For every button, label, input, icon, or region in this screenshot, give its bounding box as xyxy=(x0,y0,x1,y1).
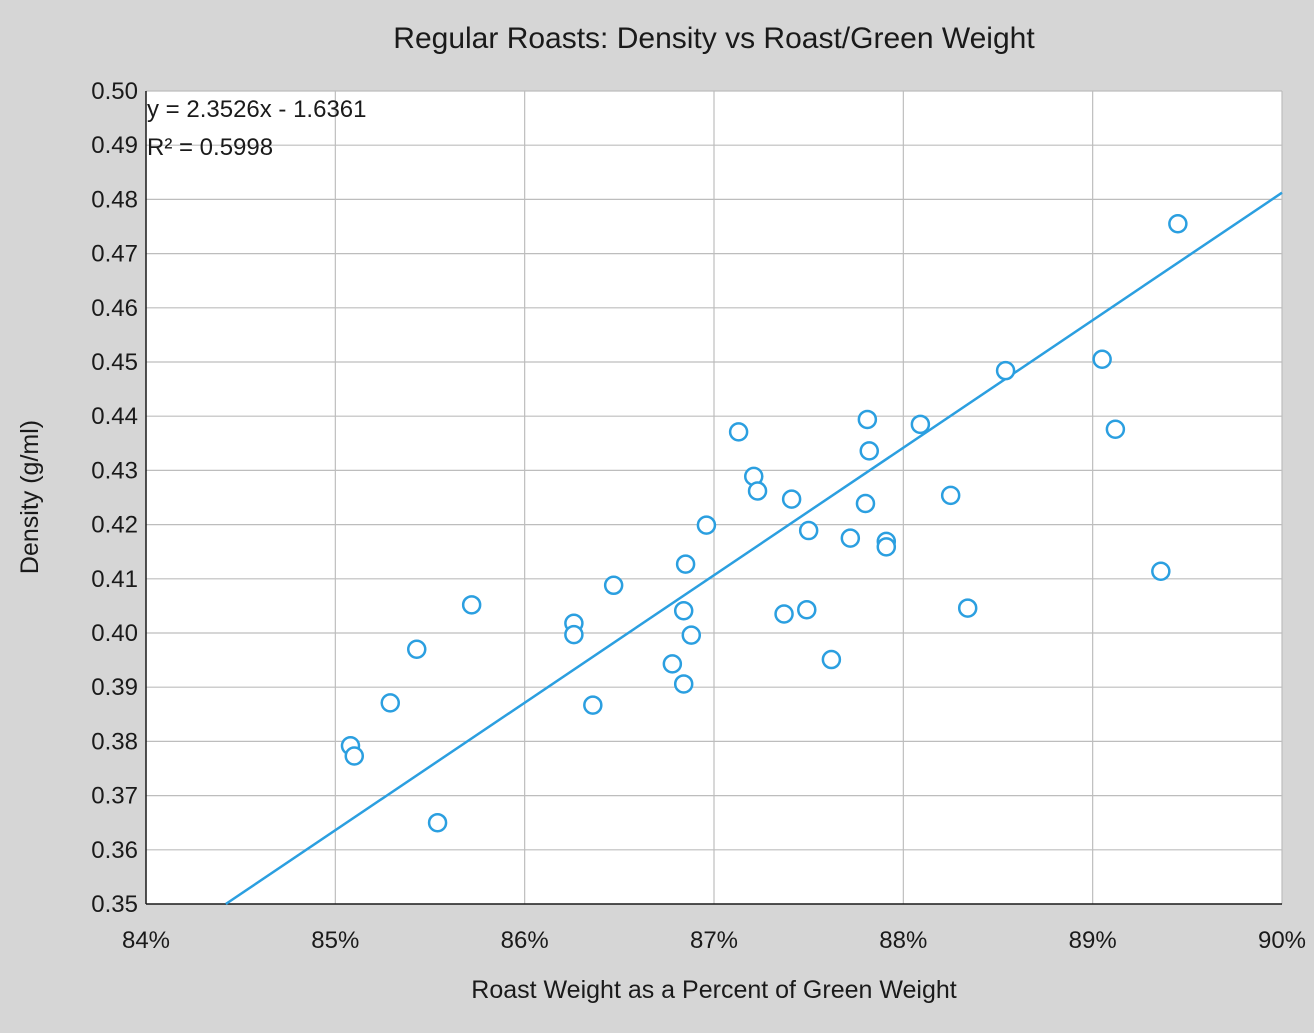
x-tick-label: 86% xyxy=(501,927,549,954)
x-tick-label: 87% xyxy=(690,927,738,954)
data-point xyxy=(857,409,878,430)
y-tick-label: 0.46 xyxy=(91,295,138,322)
y-tick-label: 0.47 xyxy=(91,241,138,268)
y-tick-label: 0.40 xyxy=(91,620,138,647)
y-tick-label: 0.49 xyxy=(91,132,138,159)
data-point xyxy=(774,604,794,624)
data-point xyxy=(681,625,702,645)
data-point xyxy=(344,746,365,766)
y-axis-title: Density (g/ml) xyxy=(16,420,44,574)
x-tick-labels: 84% 85% 86% 87% 88% 89% 90% xyxy=(122,927,1306,954)
data-point xyxy=(940,485,961,506)
y-tick-label: 0.42 xyxy=(91,512,138,539)
data-point xyxy=(662,654,683,674)
data-point xyxy=(797,599,817,620)
x-tick-label: 85% xyxy=(311,927,359,954)
data-point xyxy=(798,520,819,541)
data-point xyxy=(1092,349,1112,370)
y-tick-label: 0.45 xyxy=(91,349,138,376)
data-point xyxy=(1168,214,1188,234)
y-tick-label: 0.48 xyxy=(91,186,138,213)
data-point xyxy=(564,624,584,645)
trendline xyxy=(225,191,1283,906)
data-point xyxy=(1105,419,1126,439)
y-tick-label: 0.43 xyxy=(91,457,138,484)
data-point xyxy=(747,481,768,501)
data-point xyxy=(583,695,603,715)
trendline-layer xyxy=(225,191,1283,906)
data-point xyxy=(673,674,694,694)
data-point xyxy=(995,360,1016,381)
data-point xyxy=(876,537,897,557)
data-point xyxy=(821,649,842,670)
x-tick-label: 84% xyxy=(122,927,170,954)
y-tick-label: 0.39 xyxy=(91,674,138,701)
trendline-r-squared: R² = 0.5998 xyxy=(147,134,273,161)
y-tick-labels: 0.35 0.36 0.37 0.38 0.39 0.40 0.41 0.42 0.43 0.44… xyxy=(91,78,138,918)
data-point xyxy=(673,601,694,621)
data-points xyxy=(340,214,1188,833)
grid-lines xyxy=(146,90,1283,904)
data-point xyxy=(427,812,448,833)
data-point xyxy=(380,693,400,713)
data-point xyxy=(675,554,696,574)
data-point xyxy=(840,528,861,548)
data-point xyxy=(859,441,880,461)
x-tick-label: 90% xyxy=(1258,927,1306,954)
y-tick-label: 0.38 xyxy=(91,728,138,755)
data-point xyxy=(406,639,427,660)
y-tick-label: 0.37 xyxy=(91,783,138,810)
trendline-equation: y = 2.3526x - 1.6361 xyxy=(147,96,367,123)
data-point xyxy=(855,493,876,514)
x-tick-label: 89% xyxy=(1069,927,1117,954)
x-axis-title: Roast Weight as a Percent of Green Weigh… xyxy=(471,976,956,1004)
data-point xyxy=(957,598,978,618)
data-point xyxy=(461,595,482,615)
data-point xyxy=(781,489,802,509)
data-point xyxy=(910,414,931,435)
x-tick-label: 88% xyxy=(879,927,927,954)
y-tick-label: 0.44 xyxy=(91,403,138,430)
y-tick-label: 0.36 xyxy=(91,837,138,864)
data-point xyxy=(1151,561,1171,581)
y-tick-label: 0.50 xyxy=(91,78,138,105)
data-point xyxy=(728,422,749,442)
chart-title: Regular Roasts: Density vs Roast/Green W… xyxy=(393,22,1035,55)
y-tick-label: 0.35 xyxy=(91,891,138,918)
y-tick-label: 0.41 xyxy=(91,566,138,593)
data-point xyxy=(603,575,624,596)
data-point xyxy=(696,515,717,535)
